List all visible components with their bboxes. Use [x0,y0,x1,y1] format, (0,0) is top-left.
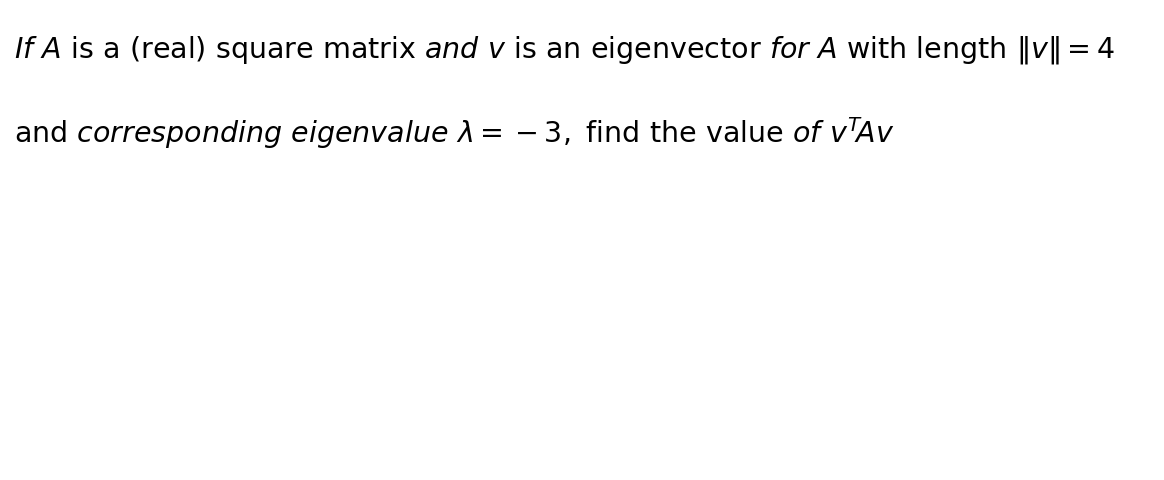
Text: $\mathrm{and\ }\mathit{corresponding\ eigenvalue\ }\lambda = -3,\ \mathrm{find\ : $\mathrm{and\ }\mathit{corresponding\ ei… [14,115,894,151]
Text: $\mathit{If}\ \mathit{A}\ \mathrm{is\ a\ (real)\ square\ matrix\ }\mathit{and}\ : $\mathit{If}\ \mathit{A}\ \mathrm{is\ a\… [14,34,1115,66]
